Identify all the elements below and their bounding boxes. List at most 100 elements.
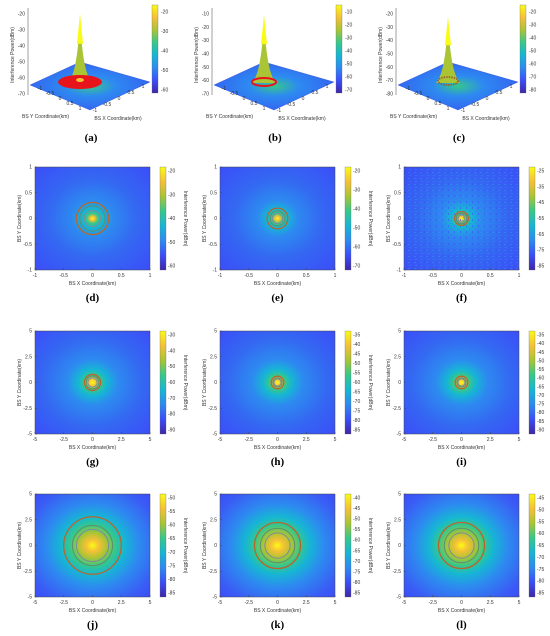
z-tick-label: -20	[18, 12, 25, 18]
z-axis-label: Interference Power(dBm)	[194, 27, 200, 83]
y-axis-label: BS Y Coordinate(km)	[390, 114, 437, 120]
colorbar-tick-label: -60	[345, 75, 352, 81]
y-tick-label: 0	[29, 543, 32, 549]
x-tick-label: 2.5	[487, 600, 494, 606]
contour-line	[457, 214, 466, 223]
y-tick-label: 0	[59, 96, 62, 102]
x-axis-label: BS X Coordinate(km)	[254, 281, 302, 287]
x-tick-label: -0.5	[471, 102, 480, 108]
y-tick-label: 1	[263, 106, 266, 112]
interference-peak-tip	[77, 14, 83, 44]
colorbar-tick-label: -80	[353, 580, 360, 586]
colorbar-tick-label: -70	[353, 559, 360, 565]
x-tick-label: 2.5	[118, 600, 125, 606]
panel-label: (j)	[87, 619, 98, 631]
panel-label: (f)	[456, 292, 467, 304]
x-axis-label: BS X Coordinate(km)	[69, 445, 117, 451]
z-tick-label: -10	[202, 12, 209, 18]
colorbar-tick-label: -90	[537, 428, 544, 434]
colorbar-tick-label: -70	[168, 396, 175, 402]
colorbar-tick-label: -30	[161, 29, 168, 35]
colorbar-tick-label: -80	[353, 418, 360, 424]
panel-label: (g)	[86, 456, 99, 468]
z-tick-label: -50	[386, 52, 393, 58]
y-tick-label: -2.5	[23, 406, 32, 412]
x-tick-label: -0.5	[428, 273, 437, 279]
colorbar-tick-label: -20	[345, 23, 352, 29]
x-tick-label: -1	[402, 273, 407, 279]
interference-peak-tip	[445, 16, 451, 46]
colorbar-tick-label: -35	[537, 333, 544, 339]
colorbar-tick-label: -30	[345, 36, 352, 42]
colorbar-tick-label: -40	[353, 496, 360, 502]
x-tick-label: -1	[93, 108, 98, 114]
x-tick-label: -2.5	[59, 437, 68, 443]
colorbar-tick-label: -50	[168, 240, 175, 246]
y-tick-label: 5	[214, 492, 217, 498]
colorbar-tick-label: -75	[537, 248, 544, 254]
y-tick-label: 0.5	[210, 190, 217, 196]
y-tick-label: -1	[397, 268, 402, 274]
colorbar-tick-label: -55	[537, 519, 544, 525]
colorbar-tick-label: -90	[168, 428, 175, 434]
y-tick-label: 5	[29, 492, 32, 498]
colorbar-tick-label: -85	[353, 428, 360, 434]
y-tick-label: -1	[406, 86, 411, 92]
interference-peak	[436, 16, 460, 83]
y-axis-label: BS Y Coordinate(km)	[202, 522, 208, 569]
colorbar-tick-label: -85	[537, 591, 544, 597]
panel-label: (d)	[86, 292, 100, 304]
colorbar-tick-label: -20	[529, 10, 536, 16]
x-tick-label: 0	[91, 437, 94, 443]
y-tick-label: 5	[29, 329, 32, 335]
colorbar-tick-label: -60	[353, 538, 360, 544]
x-tick-label: 0	[486, 96, 489, 102]
colorbar-label: Interference Power(dBm)	[182, 355, 188, 411]
heatmap	[35, 331, 150, 434]
x-tick-label: -1	[277, 108, 282, 114]
y-tick-label: 0	[29, 380, 32, 386]
x-axis-label: BS X Coordinate(km)	[278, 116, 326, 122]
panel-label: (l)	[456, 619, 467, 631]
colorbar-tick-label: -55	[353, 527, 360, 533]
y-tick-label: -1	[28, 268, 33, 274]
y-tick-label: 0.5	[67, 101, 74, 107]
colorbar-tick-label: -85	[168, 591, 175, 597]
contour-line	[259, 527, 296, 564]
colorbar-tick-label: -40	[161, 49, 168, 55]
colorbar-tick-label: -70	[537, 555, 544, 561]
x-tick-label: 5	[334, 437, 337, 443]
contour-line	[448, 532, 475, 559]
x-tick-label: -0.5	[287, 102, 296, 108]
panel-label: (i)	[456, 456, 467, 468]
contour-line	[264, 532, 291, 559]
y-axis-label: BS Y Coordinate(km)	[386, 359, 392, 406]
x-axis-label: BS X Coordinate(km)	[69, 608, 117, 614]
x-tick-label: 0	[276, 437, 279, 443]
x-tick-label: 0	[276, 273, 279, 279]
colorbar-tick-label: -40	[168, 216, 175, 222]
colorbar-tick-label: -40	[345, 49, 352, 55]
y-tick-label: -1	[38, 86, 43, 92]
x-tick-label: 0.5	[118, 273, 125, 279]
colorbar-tick-label: -45	[537, 496, 544, 502]
colorbar-tick-label: -80	[537, 410, 544, 416]
panel-label: (e)	[271, 292, 284, 304]
y-tick-label: -1	[222, 86, 227, 92]
y-tick-label: -0.5	[392, 242, 401, 248]
colorbar-tick-label: -70	[353, 399, 360, 405]
colorbar	[344, 166, 352, 271]
panel-label: (a)	[85, 132, 98, 144]
colorbar-tick-label: -70	[537, 393, 544, 399]
colorbar-tick-label: -45	[537, 200, 544, 206]
colorbar-tick-label: -50	[353, 226, 360, 232]
colorbar-tick-label: -60	[168, 380, 175, 386]
colorbar-tick-label: -60	[353, 245, 360, 251]
colorbar-tick-label: -65	[353, 548, 360, 554]
interference-peak	[252, 15, 276, 84]
y-axis-label: BS Y Coordinate(km)	[386, 195, 392, 242]
colorbar-tick-label: -30	[168, 333, 175, 339]
colorbar-tick-label: -60	[529, 62, 536, 68]
colorbar-tick-label: -55	[537, 216, 544, 222]
